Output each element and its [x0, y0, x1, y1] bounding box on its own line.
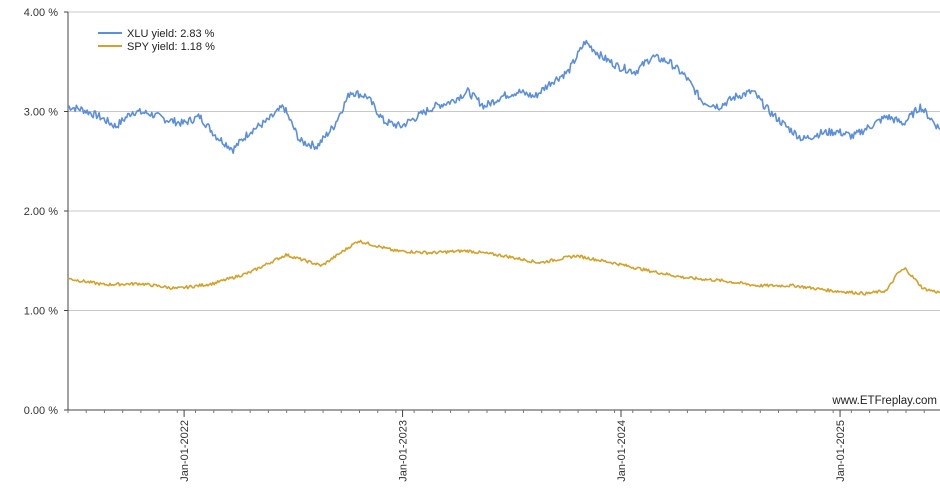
legend-label: XLU yield: 2.83 %	[127, 28, 215, 40]
x-axis: Jan-01-2022 Jan-01-2023 Jan-01-2024 Jan-01-…	[67, 409, 940, 482]
series-line-1	[67, 239, 940, 296]
y-tick-label: 1.00 %	[24, 306, 58, 318]
y-tick-label: 3.00 %	[24, 107, 58, 119]
y-tick-label: 0.00 %	[24, 405, 58, 417]
watermark: www.ETFreplay.com	[831, 395, 937, 407]
gridlines	[68, 11, 940, 411]
legend-label: SPY yield: 1.18 %	[127, 41, 215, 53]
series-lines	[67, 39, 940, 296]
x-tick-label: Jan-01-2024	[616, 420, 628, 482]
x-tick-label: Jan-01-2022	[179, 420, 191, 482]
y-tick-label: 4.00 %	[24, 7, 58, 19]
legend: XLU yield: 2.83 %SPY yield: 1.18 %	[98, 28, 215, 53]
y-tick-label: 2.00 %	[24, 206, 58, 218]
series-line-0	[67, 39, 940, 154]
y-axis: 0.00 % 1.00 % 2.00 % 3.00 % 4.00 %	[24, 7, 69, 417]
x-tick-label: Jan-01-2025	[835, 420, 847, 482]
x-tick-label: Jan-01-2023	[398, 420, 410, 482]
